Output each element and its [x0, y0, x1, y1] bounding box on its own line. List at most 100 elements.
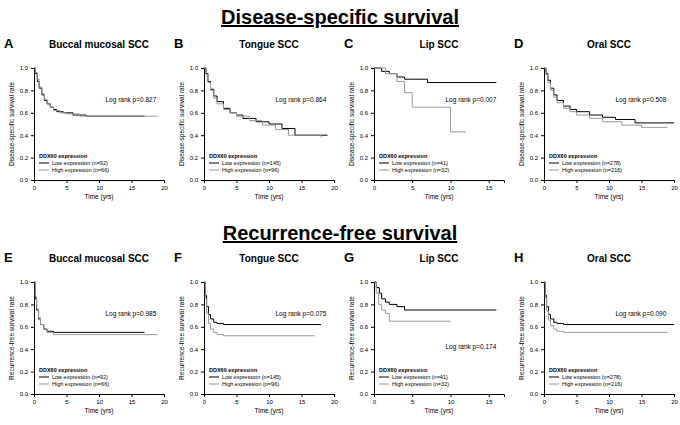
x-axis-line	[545, 181, 675, 184]
section-heading: Disease-specific survival	[221, 6, 459, 28]
x-tick-mark	[642, 180, 643, 183]
y-tick-label: 0.0	[360, 177, 369, 183]
survival-curve	[374, 68, 496, 83]
y-tick-label: 0.8	[360, 302, 369, 308]
y-tick: 0.0	[530, 391, 544, 397]
x-tick-mark	[450, 180, 451, 183]
x-tick-mark	[489, 180, 490, 183]
x-tick-label: 0	[33, 399, 37, 405]
y-tick-mark	[31, 282, 34, 283]
y-tick-label: 0.2	[20, 155, 29, 161]
y-tick-mark	[371, 372, 374, 373]
x-tick: 10	[606, 394, 613, 405]
y-axis-title: Recurrence-free survival rate	[178, 296, 185, 380]
y-tick-mark	[31, 113, 34, 114]
x-axis-line	[205, 181, 335, 184]
x-tick-label: 0	[373, 399, 377, 405]
x-tick: 5	[575, 180, 579, 191]
y-tick-mark	[201, 135, 204, 136]
y-tick-mark	[541, 180, 544, 181]
legend-label: Low expression (n=41)	[392, 160, 448, 166]
y-tick: 0.6	[20, 324, 34, 330]
x-tick-label: 0	[543, 185, 547, 191]
annotation: Log rank p=0.075	[276, 310, 327, 318]
plot-area	[374, 68, 496, 132]
y-tick-label: 1.0	[20, 65, 29, 71]
y-tick-mark	[371, 282, 374, 283]
x-tick-label: 5	[235, 399, 239, 405]
y-axis: 0.00.20.40.60.81.0	[20, 65, 35, 183]
x-tick: 10	[266, 394, 273, 405]
plot-area	[34, 68, 158, 116]
x-tick-mark	[674, 180, 675, 183]
legend-label: High expression (n=216)	[562, 167, 622, 173]
y-tick-mark	[201, 90, 204, 91]
y-tick: 0.4	[530, 133, 544, 139]
y-tick-label: 0.4	[190, 133, 199, 139]
y-tick-label: 0.0	[530, 391, 539, 397]
y-tick: 0.2	[360, 155, 374, 161]
legend-swatch	[379, 170, 389, 171]
y-tick: 1.0	[530, 65, 544, 71]
x-axis: 05101520	[33, 180, 169, 191]
x-tick: 5	[235, 180, 239, 191]
x-axis-line	[205, 395, 335, 398]
y-tick: 0.8	[20, 88, 34, 94]
x-tick-mark	[412, 180, 413, 183]
y-tick-label: 0.4	[360, 347, 369, 353]
y-axis: 0.00.20.40.60.81.0	[360, 65, 375, 183]
x-tick-label: 5	[575, 185, 579, 191]
survival-curve	[544, 68, 668, 127]
y-tick: 1.0	[190, 279, 204, 285]
x-tick-mark	[164, 394, 165, 397]
y-tick-mark	[371, 90, 374, 91]
x-tick: 15	[299, 394, 306, 405]
y-tick-mark	[371, 349, 374, 350]
y-tick: 0.6	[360, 110, 374, 116]
y-tick: 0.4	[190, 133, 204, 139]
x-tick-mark	[237, 394, 238, 397]
y-tick-label: 0.2	[190, 369, 199, 375]
y-tick-label: 0.6	[20, 324, 29, 330]
x-tick-mark	[334, 394, 335, 397]
legend-label: High expression (n=216)	[562, 381, 622, 387]
legend-title: DDX60 expression	[209, 367, 258, 373]
x-tick: 10	[448, 180, 455, 191]
y-tick-label: 0.4	[20, 347, 29, 353]
y-tick-mark	[201, 158, 204, 159]
panel: EBuccal mucosal SCC051015200.00.20.40.60…	[4, 250, 168, 415]
y-tick: 0.6	[530, 324, 544, 330]
y-tick: 0.2	[20, 155, 34, 161]
legend-swatch	[39, 163, 49, 164]
y-tick-mark	[541, 327, 544, 328]
x-tick: 10	[606, 180, 613, 191]
y-tick-mark	[31, 372, 34, 373]
legend-label: Low expression (n=278)	[562, 374, 621, 380]
legend-swatch	[39, 384, 49, 385]
plot-area	[374, 282, 496, 321]
x-tick-label: 5	[235, 185, 239, 191]
legend-swatch	[209, 377, 219, 378]
x-tick-label: 15	[299, 185, 306, 191]
x-tick-label: 0	[203, 185, 207, 191]
x-tick-mark	[577, 394, 578, 397]
x-axis-title: Time (yrs)	[84, 407, 113, 415]
x-tick: 20	[161, 180, 168, 191]
y-tick-mark	[541, 394, 544, 395]
panel-letter: A	[4, 36, 14, 51]
legend-label: Low expression (n=92)	[52, 374, 108, 380]
y-tick: 1.0	[530, 279, 544, 285]
x-tick: 5	[411, 394, 415, 405]
survival-curve	[34, 68, 145, 116]
y-tick: 0.0	[20, 391, 34, 397]
panel-title: Buccal mucosal SCC	[49, 253, 149, 264]
survival-curve	[204, 68, 321, 137]
x-axis-title: Time (yrs)	[594, 193, 623, 201]
y-tick-label: 0.0	[20, 177, 29, 183]
x-tick-label: 0	[373, 185, 377, 191]
panel-title: Lip SCC	[420, 39, 459, 50]
y-tick-mark	[541, 372, 544, 373]
y-tick-mark	[31, 349, 34, 350]
y-tick-label: 1.0	[190, 279, 199, 285]
y-tick: 0.0	[190, 177, 204, 183]
